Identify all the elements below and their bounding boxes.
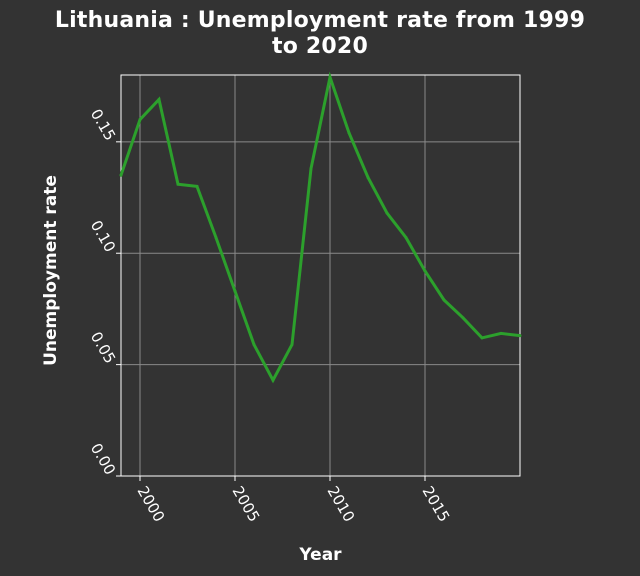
data-point bbox=[518, 334, 522, 338]
chart-title-line-2: to 2020 bbox=[272, 34, 368, 59]
x-axis-ticks: 2000 2005 2010 2015 bbox=[134, 476, 454, 525]
grid-lines bbox=[121, 75, 520, 477]
data-point bbox=[404, 236, 408, 240]
x-axis-label: Year bbox=[298, 545, 342, 565]
data-point bbox=[138, 118, 142, 122]
data-point bbox=[233, 289, 237, 293]
data-point bbox=[271, 378, 275, 382]
chart-title: Lithuania : Unemployment rate from 1999 … bbox=[0, 8, 640, 60]
y-tick-label: 0.00 bbox=[87, 440, 119, 478]
data-point bbox=[328, 75, 332, 79]
data-point bbox=[366, 175, 370, 179]
data-point bbox=[195, 184, 199, 188]
data-point bbox=[480, 336, 484, 340]
data-point bbox=[309, 167, 313, 171]
data-point bbox=[214, 236, 218, 240]
data-points bbox=[119, 75, 522, 382]
y-tick-label: 0.05 bbox=[87, 329, 119, 367]
unemployment-rate-line bbox=[119, 71, 521, 384]
y-tick-label: 0.10 bbox=[87, 217, 119, 255]
data-point bbox=[157, 98, 161, 102]
data-point bbox=[499, 331, 503, 335]
data-point bbox=[442, 298, 446, 302]
chart-title-line-1: Lithuania : Unemployment rate from 1999 bbox=[54, 8, 586, 33]
x-tick-label: 2000 bbox=[134, 483, 169, 525]
x-tick-label: 2005 bbox=[229, 483, 264, 525]
x-tick-label: 2015 bbox=[419, 483, 454, 525]
data-point bbox=[252, 343, 256, 347]
y-axis-ticks: 0.00 0.05 0.10 0.15 bbox=[87, 106, 121, 478]
y-tick-label: 0.15 bbox=[87, 106, 119, 144]
plot-area-frame bbox=[120, 74, 521, 477]
x-tick-label: 2010 bbox=[324, 483, 359, 525]
data-point bbox=[385, 211, 389, 215]
y-axis-label: Unemployment rate bbox=[41, 175, 61, 366]
data-point bbox=[423, 269, 427, 273]
data-point bbox=[119, 173, 123, 177]
data-point bbox=[290, 343, 294, 347]
data-point bbox=[347, 131, 351, 135]
data-point bbox=[461, 316, 465, 320]
data-point bbox=[176, 182, 180, 186]
